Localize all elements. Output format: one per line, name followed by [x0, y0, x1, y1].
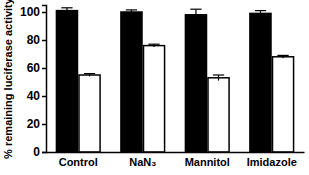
- error-cap: [213, 74, 224, 75]
- y-tick-label: 60: [27, 61, 41, 75]
- bar: [273, 57, 294, 152]
- y-axis-line: [42, 6, 47, 153]
- error-cap: [190, 9, 201, 10]
- y-tick-label: 100: [20, 5, 40, 19]
- chart: 0 20 40 60 80 100 Control NaN₃ Mannitol Imidazole…: [0, 0, 309, 175]
- y-axis: 0 20 40 60 80 100: [20, 5, 47, 159]
- error-cap: [148, 44, 159, 45]
- y-tick-label: 20: [27, 117, 41, 131]
- y-tick-label: 80: [27, 33, 41, 47]
- bar: [79, 75, 100, 152]
- y-tick: 0: [33, 145, 46, 159]
- x-tick-label: Mannitol: [185, 156, 230, 168]
- y-tick-mark: [42, 152, 46, 154]
- x-tick: Control: [59, 152, 98, 168]
- error-bar: [126, 10, 137, 14]
- error-cap: [126, 9, 137, 10]
- y-tick: 40: [27, 89, 46, 103]
- bar: [56, 11, 77, 152]
- x-axis-line: [47, 152, 305, 154]
- y-tick-mark: [42, 12, 46, 14]
- error-bar: [277, 55, 288, 58]
- bar: [121, 12, 142, 152]
- error-bar: [61, 8, 72, 14]
- bar: [144, 46, 165, 152]
- error-stem: [218, 75, 219, 81]
- y-axis-title: % remaining luciferase activity: [2, 0, 14, 159]
- error-bar: [190, 9, 201, 20]
- error-bar: [84, 74, 95, 77]
- error-cap: [84, 73, 95, 74]
- error-bar: [255, 11, 266, 17]
- error-stem: [195, 9, 196, 20]
- error-stem: [131, 10, 132, 14]
- series: [56, 8, 271, 152]
- x-tick: NaN₃: [129, 152, 156, 168]
- x-tick: Mannitol: [185, 152, 230, 168]
- plot: 0 20 40 60 80 100 Control NaN₃ Mannitol Imidazole: [20, 5, 305, 167]
- error-cap: [277, 55, 288, 56]
- y-tick: 80: [27, 33, 46, 47]
- x-tick-label: Control: [59, 156, 98, 168]
- y-tick-mark: [42, 68, 46, 70]
- y-tick: 60: [27, 61, 46, 75]
- y-tick: 20: [27, 117, 46, 131]
- error-bar: [148, 44, 159, 47]
- x-tick: Imidazole: [247, 152, 297, 168]
- error-stem: [260, 11, 261, 17]
- error-cap: [61, 7, 72, 8]
- bar: [208, 78, 229, 152]
- x-axis: Control NaN₃ Mannitol Imidazole: [47, 152, 305, 168]
- series: [79, 44, 294, 152]
- y-tick-mark: [42, 40, 46, 42]
- marks: [56, 8, 293, 152]
- error-stem: [66, 8, 67, 14]
- bar: [250, 13, 271, 152]
- y-tick: 100: [20, 5, 46, 19]
- y-tick-label: 40: [27, 89, 41, 103]
- y-tick-mark: [42, 96, 46, 98]
- error-cap: [255, 10, 266, 11]
- x-tick-label: NaN₃: [129, 156, 156, 168]
- y-tick-mark: [42, 124, 46, 126]
- error-bar: [213, 75, 224, 81]
- bar: [185, 15, 206, 152]
- y-tick-label: 0: [33, 145, 40, 159]
- x-tick-label: Imidazole: [247, 156, 297, 168]
